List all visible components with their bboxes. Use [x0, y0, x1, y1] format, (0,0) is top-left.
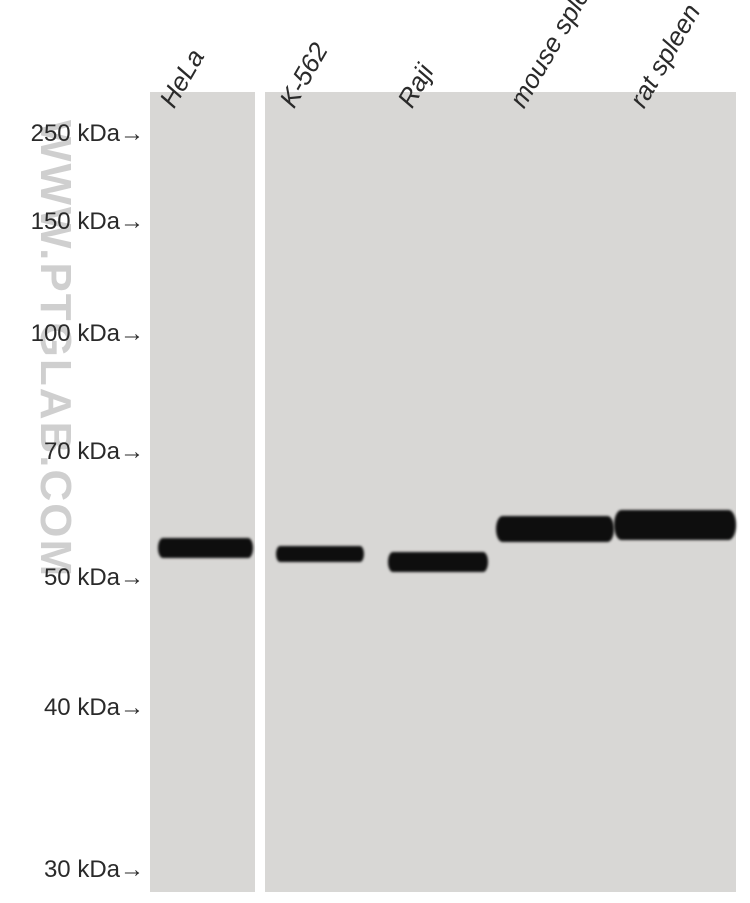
- marker-label: 150 kDa→: [0, 208, 144, 236]
- marker-text: 100 kDa: [31, 320, 120, 347]
- arrow-right-icon: →: [120, 856, 144, 884]
- marker-label: 100 kDa→: [0, 320, 144, 348]
- arrow-right-icon: →: [120, 438, 144, 466]
- arrow-right-icon: →: [120, 694, 144, 722]
- watermark-text: WWW.PTGLAB.COM: [30, 120, 80, 578]
- blot-band: [614, 510, 736, 540]
- marker-label: 250 kDa→: [0, 120, 144, 148]
- blot-band: [388, 552, 488, 572]
- western-blot-figure: WWW.PTGLAB.COM HeLaK-562Rajimouse spleen…: [0, 0, 750, 903]
- arrow-right-icon: →: [120, 320, 144, 348]
- marker-text: 70 kDa: [44, 438, 120, 465]
- blot-band: [158, 538, 253, 558]
- arrow-right-icon: →: [120, 120, 144, 148]
- blot-band: [496, 516, 614, 542]
- arrow-right-icon: →: [120, 208, 144, 236]
- marker-label: 30 kDa→: [0, 856, 144, 884]
- marker-text: 250 kDa: [31, 120, 120, 147]
- blot-panel-left: [150, 92, 255, 892]
- marker-label: 40 kDa→: [0, 694, 144, 722]
- blot-band: [276, 546, 364, 562]
- marker-label: 70 kDa→: [0, 438, 144, 466]
- marker-text: 50 kDa: [44, 564, 120, 591]
- arrow-right-icon: →: [120, 564, 144, 592]
- blot-panel-right: [265, 92, 736, 892]
- marker-text: 40 kDa: [44, 694, 120, 721]
- marker-text: 150 kDa: [31, 208, 120, 235]
- marker-label: 50 kDa→: [0, 564, 144, 592]
- marker-text: 30 kDa: [44, 856, 120, 883]
